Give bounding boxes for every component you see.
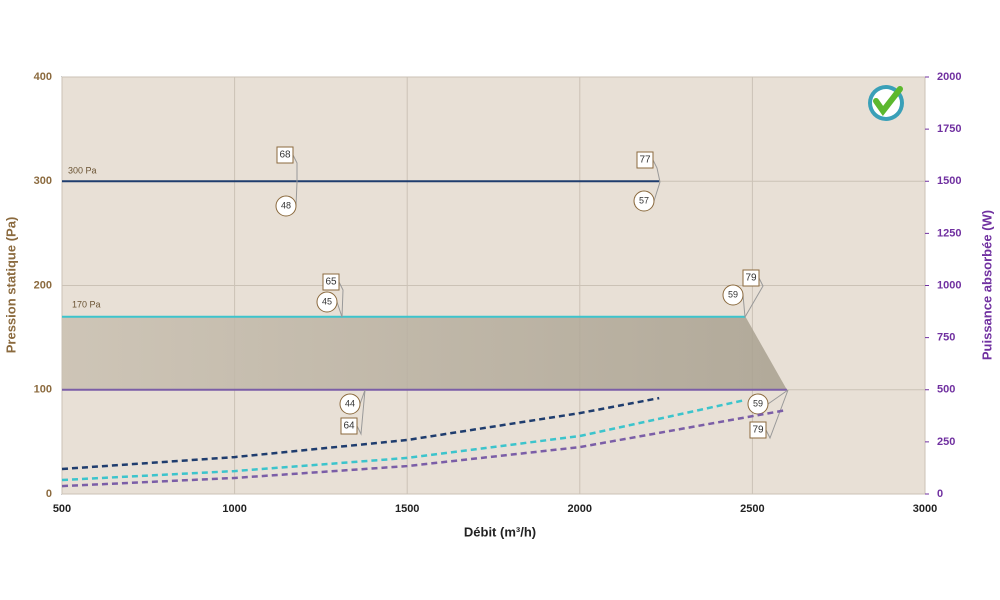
y2-tick-label: 250 <box>937 436 955 448</box>
leader-line <box>295 181 298 207</box>
annotation-box <box>340 417 358 435</box>
annotation-circle <box>722 284 744 306</box>
y-tick-label: 200 <box>34 279 52 291</box>
y-tick-label: 100 <box>34 384 52 396</box>
power-curve <box>61 396 660 471</box>
annotation-circle-label: 48 <box>281 200 291 210</box>
annotation-box <box>742 269 760 287</box>
annotation-box <box>276 146 294 164</box>
logo <box>868 85 904 121</box>
y2-tick-label: 0 <box>937 488 943 500</box>
annotation-circle <box>275 195 297 217</box>
x-tick-label: 1000 <box>222 503 246 515</box>
annotation-circle-label: 59 <box>753 398 763 408</box>
x-tick-label: 3000 <box>913 503 937 515</box>
annotation-square: 79 <box>745 273 757 284</box>
line-label: 170 Pa <box>72 299 101 309</box>
y-tick-label: 400 <box>34 71 52 83</box>
y-tick-label: 300 <box>34 175 52 187</box>
y2-axis-title: Puissance absorbée (W) <box>979 210 994 360</box>
annotation-square: 79 <box>752 425 764 436</box>
annotation-circle-label: 45 <box>322 296 332 306</box>
y2-tick-label: 2000 <box>937 71 961 83</box>
annotation-circle <box>633 190 655 212</box>
y-axis-title: Pression statique (Pa) <box>3 217 18 354</box>
leader-line <box>742 294 746 318</box>
y2-tick-label: 1250 <box>937 227 961 239</box>
operating-area <box>62 316 787 390</box>
annotation-circle <box>316 291 338 313</box>
annotation-circle-label: 57 <box>639 195 649 205</box>
y2-tick-label: 1000 <box>937 279 961 291</box>
x-tick-label: 2000 <box>568 503 592 515</box>
y2-tick-label: 1500 <box>937 175 961 187</box>
annotation-circle <box>339 393 361 415</box>
leader-line <box>653 181 661 202</box>
leader-line <box>744 277 764 318</box>
annotation-square: 77 <box>639 155 651 166</box>
annotation-box <box>749 421 767 439</box>
x-tick-label: 500 <box>53 503 71 515</box>
leader-line <box>338 281 344 318</box>
leader-line <box>359 389 366 405</box>
annotation-box <box>322 273 340 291</box>
x-axis-title: Débit (m³/h) <box>464 524 536 539</box>
leader-line <box>652 159 661 183</box>
annotation-square: 65 <box>325 277 337 288</box>
y2-tick-label: 1750 <box>937 123 961 135</box>
annotation-square: 64 <box>343 421 355 432</box>
x-tick-label: 2500 <box>740 503 764 515</box>
leader-line <box>767 389 789 405</box>
annotation-circle-label: 44 <box>345 398 355 408</box>
annotation-circle-label: 59 <box>728 289 738 299</box>
annotation-box <box>636 151 654 169</box>
leader-line <box>336 301 343 318</box>
y2-tick-label: 500 <box>937 384 955 396</box>
x-tick-label: 1500 <box>395 503 419 515</box>
power-curve <box>61 398 746 482</box>
annotation-square: 68 <box>279 150 291 161</box>
line-label: 300 Pa <box>68 165 97 175</box>
chart-layer: 500 1000 1500 2000 2500 300001002003004000250… <box>34 71 962 515</box>
y-tick-label: 0 <box>46 488 52 500</box>
leader-line <box>356 389 366 436</box>
leader-line <box>765 389 789 440</box>
leader-line <box>292 154 298 182</box>
power-curve <box>61 408 788 488</box>
y2-tick-label: 750 <box>937 332 955 344</box>
